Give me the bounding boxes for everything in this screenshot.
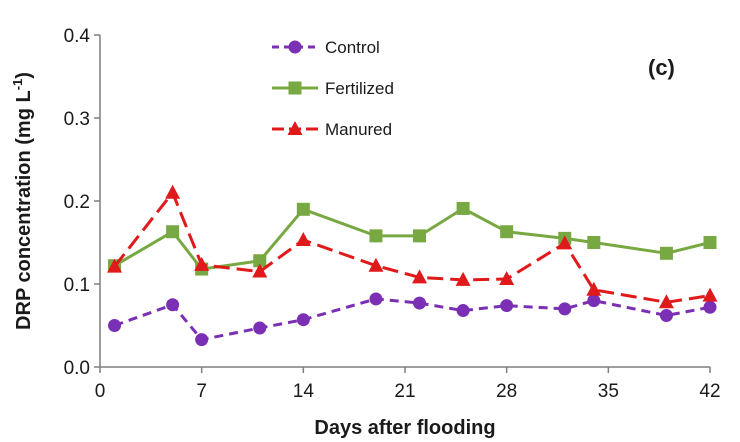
data-point-fertilized xyxy=(369,229,383,243)
data-point-control xyxy=(195,333,209,347)
data-point-fertilized xyxy=(456,201,470,215)
series-layer xyxy=(107,184,718,347)
data-point-manured xyxy=(295,232,311,247)
data-point-fertilized xyxy=(296,202,310,216)
data-point-manured xyxy=(165,184,181,199)
data-point-fertilized xyxy=(253,254,267,268)
legend-marker xyxy=(287,121,303,135)
y-axis-title: DRP concentration (mg L-1) xyxy=(10,72,35,330)
data-point-control xyxy=(659,309,673,323)
legend-marker xyxy=(288,81,302,95)
data-point-manured xyxy=(412,269,428,284)
data-point-control xyxy=(108,319,122,332)
data-point-manured xyxy=(194,256,210,271)
data-point-fertilized xyxy=(703,236,717,249)
data-point-control xyxy=(369,292,383,306)
axes xyxy=(99,35,710,368)
data-point-control xyxy=(166,298,180,312)
data-point-fertilized xyxy=(166,225,180,239)
data-point-fertilized xyxy=(500,225,514,239)
y-axis-title-close: ) xyxy=(13,72,35,79)
data-point-fertilized xyxy=(659,246,673,260)
y-ticks: 0.0 0.1 0.2 0.3 0.4 xyxy=(64,26,100,379)
x-tick-label: 7 xyxy=(196,381,207,402)
y-axis-title-sup: -1 xyxy=(10,79,25,91)
data-point-manured xyxy=(107,258,123,273)
data-point-control xyxy=(703,300,717,314)
y-tick-label: 0.2 xyxy=(64,192,90,213)
data-point-control xyxy=(500,299,514,313)
data-point-fertilized xyxy=(413,229,427,243)
data-point-control xyxy=(558,302,572,316)
x-ticks: 0 7 14 21 28 35 42 xyxy=(95,367,721,402)
series-control xyxy=(108,292,717,347)
y-axis-title-main: DRP concentration (mg L xyxy=(13,90,35,330)
x-tick-label: 0 xyxy=(95,381,106,402)
x-tick-label: 28 xyxy=(496,381,517,402)
x-tick-label: 35 xyxy=(598,381,619,402)
series-line-fertilized xyxy=(113,207,711,271)
data-point-control xyxy=(253,321,267,335)
data-point-manured xyxy=(499,271,515,286)
data-point-control xyxy=(587,294,601,308)
data-point-control xyxy=(296,313,310,327)
legend-label: Control xyxy=(325,38,380,57)
legend-item-manured: Manured xyxy=(272,120,392,139)
legend-item-control: Control xyxy=(272,38,380,57)
y-tick-label: 0.0 xyxy=(64,358,90,379)
data-point-control xyxy=(413,296,427,310)
data-point-manured xyxy=(586,281,602,296)
legend-label: Manured xyxy=(325,120,392,139)
y-tick-label: 0.3 xyxy=(64,109,90,130)
x-tick-label: 42 xyxy=(699,381,720,402)
data-point-manured xyxy=(455,271,471,286)
y-tick-label: 0.4 xyxy=(64,26,91,47)
data-point-fertilized xyxy=(587,236,601,249)
x-axis-title: Days after flooding xyxy=(314,417,495,439)
x-tick-label: 21 xyxy=(394,381,415,402)
data-point-manured xyxy=(252,263,268,278)
legend: Control Fertilized Manured xyxy=(272,38,394,139)
data-point-manured xyxy=(702,287,718,302)
data-point-manured xyxy=(368,257,384,272)
y-tick-label: 0.1 xyxy=(64,275,90,296)
data-point-control xyxy=(456,304,470,318)
series-manured xyxy=(107,184,718,309)
legend-label: Fertilized xyxy=(325,79,394,98)
legend-marker xyxy=(288,40,302,54)
x-tick-label: 14 xyxy=(293,381,315,402)
legend-item-fertilized: Fertilized xyxy=(272,79,394,98)
panel-label: (c) xyxy=(648,55,675,80)
data-point-manured xyxy=(658,294,674,309)
data-point-manured xyxy=(557,235,573,250)
